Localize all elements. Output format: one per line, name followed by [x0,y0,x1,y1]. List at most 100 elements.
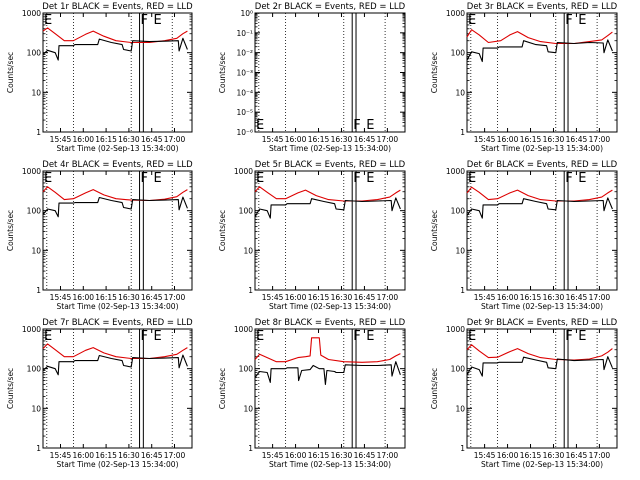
lld-series-line [254,337,401,363]
y-tick-label: 1 [248,286,253,295]
flag-letter-E-start: E [468,329,476,344]
flag-letter-E: E [578,171,586,186]
panel-title: Det 6r BLACK = Events, RED = LLD [467,160,618,170]
x-axis-label: Start Time (02-Sep-13 15:34:00) [57,144,179,153]
x-axis-label: Start Time (02-Sep-13 15:34:00) [57,460,179,469]
y-tick-label: 1 [248,444,253,453]
plot-frame [466,12,618,133]
panel-title: Det 1r BLACK = Events, RED = LLD [42,2,193,12]
flag-letter-E-start: E [468,13,476,28]
x-axis-label: Start Time (02-Sep-13 15:34:00) [57,302,179,311]
x-tick-label: 16:45 [141,135,163,144]
flag-letter-E: E [153,13,161,28]
flag-letter-F: F [565,171,572,186]
y-axis-label: Counts/sec [218,52,227,93]
x-tick-label: 16:15 [308,135,330,144]
y-axis-label: Counts/sec [218,210,227,251]
y-tick-label: 1000 [22,9,41,18]
y-tick-label: 1000 [446,325,465,334]
y-tick-label: 100 [451,49,466,58]
y-tick-label: 1000 [234,167,253,176]
x-tick-label: 16:15 [95,451,117,460]
x-tick-label: 16:00 [285,135,307,144]
x-axis-label: Start Time (02-Sep-13 15:34:00) [269,144,391,153]
x-tick-label: 15:45 [474,293,496,302]
x-tick-label: 16:00 [497,293,519,302]
panel-title: Det 9r BLACK = Events, RED = LLD [467,318,618,328]
plot-frame [254,170,406,291]
x-axis-label: Start Time (02-Sep-13 15:34:00) [269,302,391,311]
x-axis-label: Start Time (02-Sep-13 15:34:00) [269,460,391,469]
y-tick-label: 100 [27,365,42,374]
x-tick-label: 15:45 [262,293,284,302]
x-tick-label: 16:00 [72,451,94,460]
x-tick-label: 16:15 [520,135,542,144]
x-tick-label: 17:00 [589,451,611,460]
y-axis-label: Counts/sec [6,52,15,93]
x-tick-label: 16:45 [354,293,376,302]
lld-series-line [42,186,188,202]
y-tick-label: 10⁻⁵ [236,108,253,117]
x-tick-label: 16:30 [118,135,140,144]
flag-letter-F: F [353,171,360,186]
y-tick-label: 1 [36,444,41,453]
flag-letter-E-start: E [256,329,264,344]
y-tick-label: 10 [455,246,465,255]
x-tick-label: 16:45 [141,451,163,460]
x-axis-label: Start Time (02-Sep-13 15:34:00) [481,144,603,153]
lld-series-line [42,343,188,360]
x-tick-label: 16:30 [543,135,565,144]
flag-letter-E: E [366,171,374,186]
flag-letter-F: F [141,329,148,344]
y-tick-label: 10⁻² [236,49,253,58]
events-series-line [466,356,613,377]
x-tick-label: 16:00 [285,451,307,460]
panel-title: Det 4r BLACK = Events, RED = LLD [42,160,193,170]
y-tick-label: 100 [451,207,466,216]
y-tick-label: 1000 [234,325,253,334]
panel-title: Det 2r BLACK = Events, RED = LLD [255,2,406,12]
flag-letter-E: E [366,329,374,344]
flag-letter-E-start: E [44,171,52,186]
y-tick-label: 10 [455,88,465,97]
x-tick-label: 16:15 [520,293,542,302]
flag-letter-F: F [141,13,148,28]
y-axis-label: Counts/sec [430,368,439,409]
lld-series-line [254,186,401,202]
y-tick-label: 1 [36,128,41,137]
plot-frame [466,170,618,291]
y-axis-label: Counts/sec [218,368,227,409]
y-tick-label: 10⁻³ [236,69,253,78]
flag-letter-E: E [153,329,161,344]
y-tick-label: 1 [36,286,41,295]
x-tick-label: 16:45 [354,451,376,460]
flag-letter-E: E [578,329,586,344]
y-tick-label: 1000 [22,325,41,334]
lld-series-line [466,186,613,202]
y-tick-label: 1 [460,444,465,453]
x-tick-label: 16:45 [566,293,588,302]
y-tick-label: 100 [451,365,466,374]
y-tick-label: 100 [239,365,254,374]
y-tick-label: 10⁻⁴ [236,88,253,97]
flag-letter-E-start: E [44,13,52,28]
flag-letter-F: F [565,329,572,344]
x-tick-label: 16:15 [520,451,542,460]
y-tick-label: 1 [460,128,465,137]
events-series-line [466,39,613,63]
x-tick-label: 16:00 [497,451,519,460]
flag-letter-E: E [366,118,374,133]
x-tick-label: 15:45 [474,135,496,144]
y-tick-label: 10 [31,246,41,255]
x-tick-label: 16:15 [308,293,330,302]
x-tick-label: 16:30 [331,451,353,460]
flag-letter-F: F [565,13,572,28]
x-tick-label: 15:45 [50,451,72,460]
y-tick-label: 10 [243,246,253,255]
x-tick-label: 17:00 [377,293,399,302]
events-series-line [42,196,188,218]
